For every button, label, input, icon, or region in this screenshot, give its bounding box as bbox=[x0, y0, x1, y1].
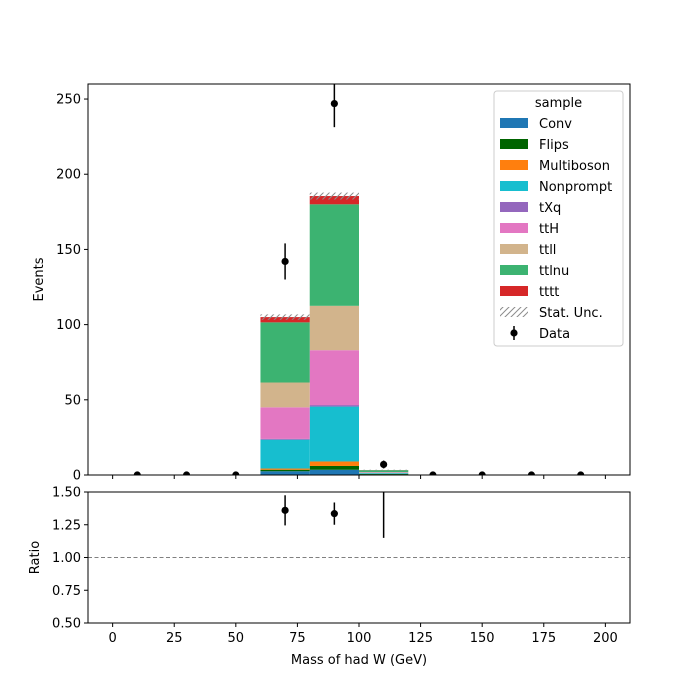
bar-multiboson-bin-3 bbox=[260, 468, 310, 470]
legend-label-txq: tXq bbox=[539, 201, 561, 216]
ratio-ylabel: Ratio bbox=[28, 541, 43, 574]
ratio-ytick-label-0: 0.50 bbox=[52, 617, 81, 632]
legend-swatch-nonprompt bbox=[500, 181, 528, 191]
legend-label-conv: Conv bbox=[539, 117, 572, 132]
legend: sample Conv Flips Multiboson Nonprompt tXq ttH… bbox=[493, 90, 624, 347]
stat-unc-band-bin-4 bbox=[309, 192, 359, 200]
bar-flips-bin-3 bbox=[260, 469, 310, 472]
data-point-8 bbox=[527, 471, 536, 475]
legend-swatch-conv bbox=[500, 118, 528, 128]
bar-flips-bin-4 bbox=[309, 465, 359, 470]
ratio-xtick-label-0: 0 bbox=[108, 631, 116, 646]
legend-swatch-ttlnu bbox=[500, 265, 528, 275]
ratio-point-2 bbox=[380, 397, 387, 404]
ratio-point-0 bbox=[281, 506, 289, 514]
bar-ttlnu-bin-5 bbox=[359, 470, 409, 473]
data-point-4 bbox=[330, 99, 338, 108]
top-ytick-label-4: 200 bbox=[56, 168, 81, 183]
data-point-6 bbox=[429, 471, 437, 475]
bar-nonprompt-bin-5 bbox=[359, 473, 409, 474]
bar-ttlnu-bin-3 bbox=[260, 322, 310, 383]
legend-label-tth: ttH bbox=[539, 222, 559, 237]
data-point-7 bbox=[478, 471, 486, 475]
bar-ttlnu-bin-4 bbox=[309, 204, 359, 306]
top-ytick-label-1: 50 bbox=[64, 393, 81, 408]
bar-ttll-bin-4 bbox=[309, 305, 359, 351]
ratio-xtick-label-5: 125 bbox=[408, 631, 433, 646]
legend-label-data: Data bbox=[539, 327, 570, 342]
bar-tth-bin-3 bbox=[260, 407, 310, 439]
ratio-xtick-label-6: 150 bbox=[470, 631, 495, 646]
legend-swatch-multiboson bbox=[500, 160, 528, 170]
top-ytick-label-2: 100 bbox=[56, 318, 81, 333]
legend-label-ttll: ttll bbox=[539, 243, 556, 258]
data-point-2 bbox=[232, 471, 240, 475]
legend-label-ttlnu: ttlnu bbox=[539, 264, 569, 279]
bar-tth-bin-4 bbox=[309, 350, 359, 406]
bar-ttll-bin-3 bbox=[260, 382, 310, 408]
bar-multiboson-bin-4 bbox=[309, 461, 359, 466]
bar-conv-bin-3 bbox=[260, 471, 310, 475]
legend-swatch-stat-unc bbox=[500, 307, 528, 317]
data-point-3 bbox=[281, 257, 289, 266]
data-point-5 bbox=[380, 460, 388, 469]
legend-swatch-flips bbox=[500, 139, 528, 149]
x-axis-label: Mass of had W (GeV) bbox=[291, 653, 427, 668]
ratio-xtick-label-8: 200 bbox=[593, 631, 618, 646]
legend-label-stat-unc: Stat. Unc. bbox=[539, 306, 603, 321]
stat-unc-band-bin-5 bbox=[359, 469, 409, 471]
ratio-ytick-label-3: 1.25 bbox=[52, 518, 81, 533]
top-ylabel: Events bbox=[32, 257, 47, 301]
top-ytick-label-3: 150 bbox=[56, 243, 81, 258]
legend-label-tttt: tttt bbox=[539, 285, 559, 300]
ratio-ytick-label-2: 1.00 bbox=[52, 551, 81, 566]
ratio-xtick-label-2: 50 bbox=[228, 631, 245, 646]
bar-nonprompt-bin-4 bbox=[309, 406, 359, 462]
ratio-xtick-label-1: 25 bbox=[166, 631, 183, 646]
legend-swatch-txq bbox=[500, 202, 528, 212]
ratio-ytick-label-1: 0.75 bbox=[52, 584, 81, 599]
top-ytick-label-5: 250 bbox=[56, 93, 81, 108]
legend-label-multiboson: Multiboson bbox=[539, 159, 610, 174]
bar-txq-bin-4 bbox=[309, 405, 359, 407]
data-point-9 bbox=[577, 471, 585, 475]
bar-txq-bin-3 bbox=[260, 438, 310, 440]
top-ytick-label-0: 0 bbox=[73, 469, 81, 484]
bar-conv-bin-4 bbox=[309, 469, 359, 475]
bar-tttt-bin-4 bbox=[309, 196, 359, 205]
ratio-xtick-label-3: 75 bbox=[289, 631, 306, 646]
legend-data-marker bbox=[510, 329, 518, 337]
ratio-point-1 bbox=[330, 510, 338, 518]
ratio-ytick-label-4: 1.50 bbox=[52, 486, 81, 501]
ratio-xtick-label-7: 175 bbox=[531, 631, 556, 646]
legend-label-flips: Flips bbox=[539, 138, 569, 153]
legend-swatch-tth bbox=[500, 223, 528, 233]
top-plot-area bbox=[133, 84, 585, 475]
data-point-0 bbox=[133, 471, 141, 475]
stat-unc-band-bin-3 bbox=[260, 314, 310, 320]
legend-title: sample bbox=[535, 96, 582, 111]
legend-swatch-ttll bbox=[500, 244, 528, 254]
ratio-xtick-label-4: 100 bbox=[347, 631, 372, 646]
ratio-plot-area bbox=[88, 397, 630, 558]
legend-label-nonprompt: Nonprompt bbox=[539, 180, 612, 195]
legend-swatch-tttt bbox=[500, 286, 528, 296]
data-point-1 bbox=[182, 471, 191, 475]
bar-nonprompt-bin-3 bbox=[260, 439, 310, 469]
legend-box bbox=[493, 90, 624, 347]
